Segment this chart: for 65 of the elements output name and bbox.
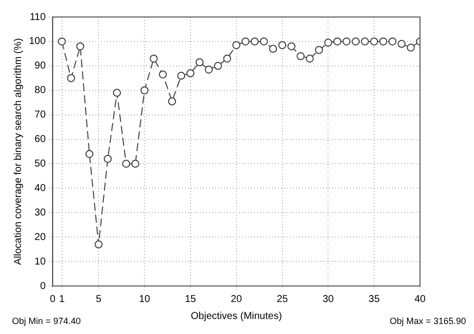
point [58,37,66,46]
point [150,54,158,63]
y-tick-label: 60 [34,134,46,146]
point [76,42,84,50]
point [314,46,323,54]
x-tick-label: 40 [414,294,426,305]
point [370,37,378,46]
point [131,160,140,168]
y-tick-label: 10 [34,256,46,268]
x-tick-label: 30 [322,294,334,305]
point [196,58,204,66]
point [388,37,396,46]
x-tick-label: 5 [96,294,102,305]
text: Obj Max = 3165.90 [390,316,466,326]
point [324,38,332,47]
point [177,72,186,80]
point [85,150,94,158]
y-tick-label: 50 [34,158,46,170]
y-tick-label: 100 [28,36,46,48]
point [352,37,360,46]
point [67,74,76,82]
y-tick-label: 40 [34,182,46,194]
point [333,37,342,46]
point [104,154,112,163]
point [360,37,369,46]
x-axis-title: Objectives (Minutes) [190,310,282,322]
x-tick-label: 10 [138,294,151,305]
x-tick-label: 0 [50,294,56,305]
x-tick-label: 20 [230,294,242,305]
point [269,44,278,53]
y-tick-label: 0 [40,280,46,292]
point [242,37,250,46]
point [140,86,149,94]
point [398,40,406,48]
y-tick-label: 70 [34,110,46,121]
y-tick-label: 90 [34,60,46,72]
y-tick-label: 80 [34,85,46,96]
point [122,160,130,168]
text: Obj Min = 974.40 [12,316,81,326]
point [342,37,351,46]
x-tick-label: 35 [368,294,380,305]
point [296,52,305,60]
y-axis-title: Allocation coverage for binary search algorithm (%) [12,38,24,265]
point [379,37,388,46]
x-tick-label: 15 [184,294,196,305]
point [168,97,176,106]
point [112,88,121,97]
y-tick-label: 110 [30,12,46,23]
point [94,240,103,248]
point [287,42,296,50]
point [204,66,213,74]
point [260,37,268,46]
x-tick-label: 25 [276,294,288,305]
x-tick-label: 1 [59,294,66,305]
point [406,44,415,52]
point [232,41,240,50]
point [158,70,167,78]
y-tick-label: 30 [34,207,46,218]
y-tick-label: 20 [34,232,46,243]
point [223,54,232,63]
point [250,37,259,46]
point [306,54,314,63]
point [214,62,222,70]
point [186,69,194,78]
point [278,41,286,50]
